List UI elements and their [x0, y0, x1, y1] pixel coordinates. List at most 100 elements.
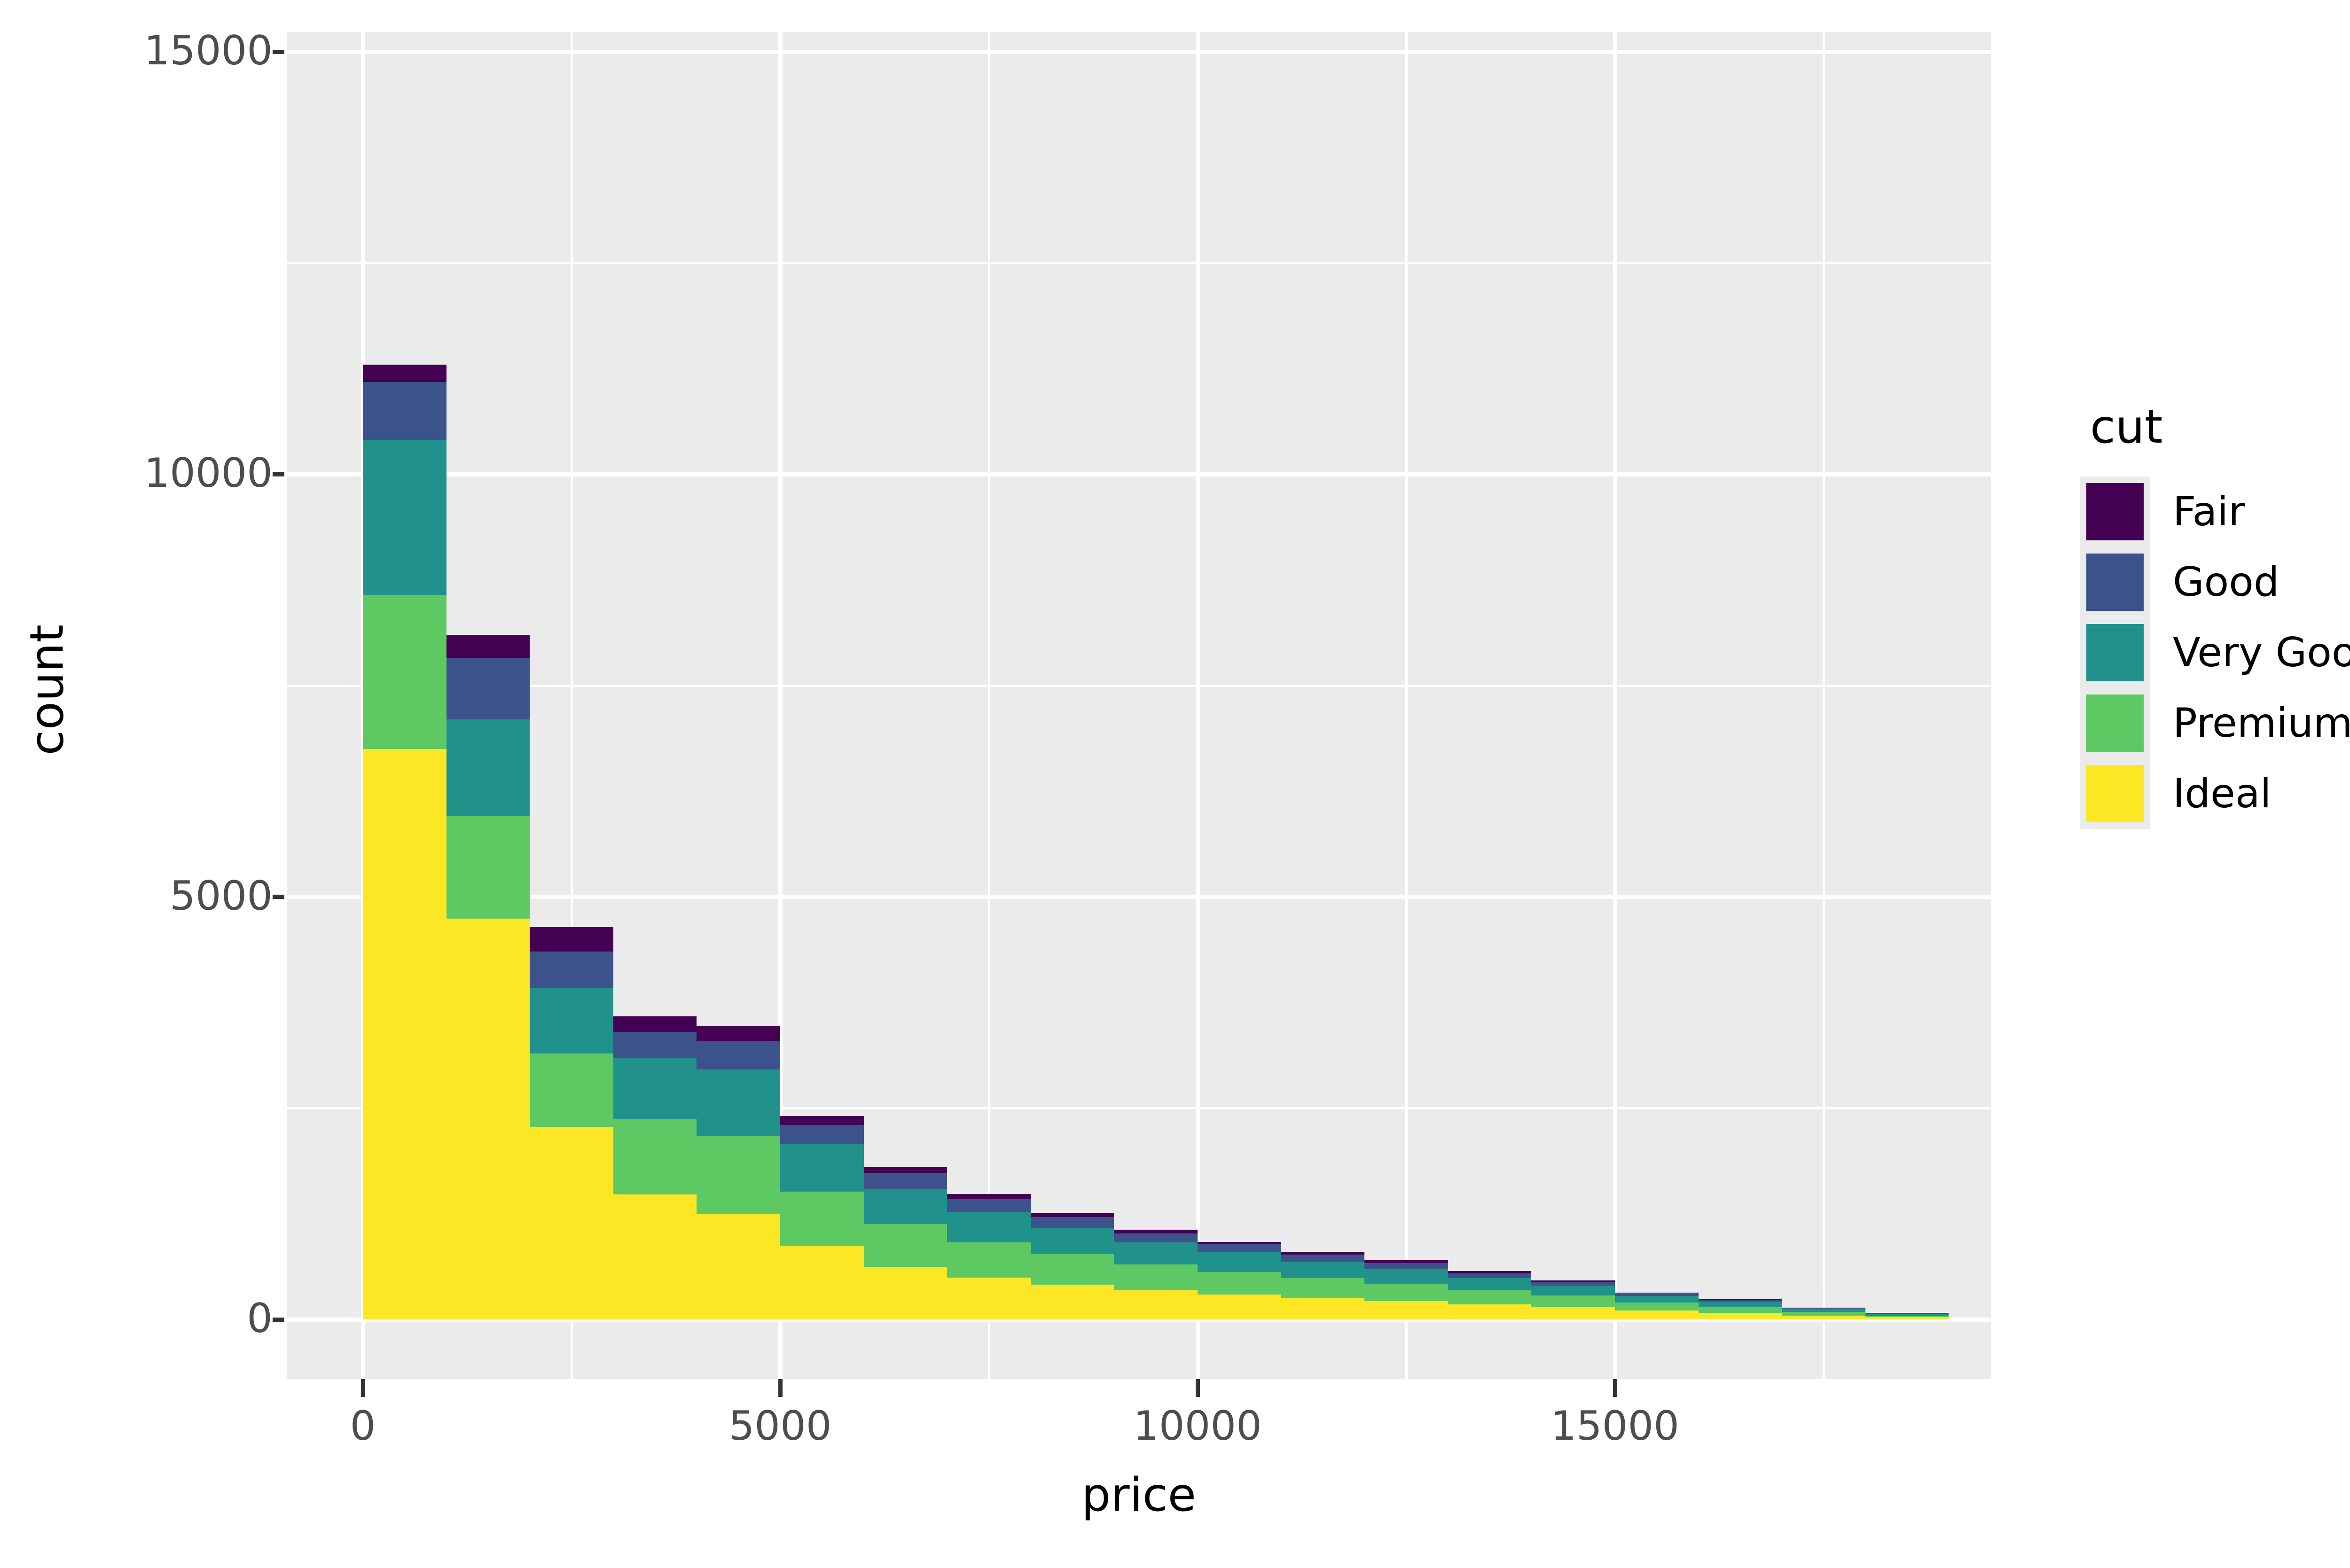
legend-key-background: [2080, 688, 2150, 758]
y-axis-tick-label: 0: [247, 1295, 273, 1342]
bar-segment: [530, 1127, 613, 1319]
y-axis-tick-mark: [273, 1317, 284, 1322]
legend-key-background: [2080, 476, 2150, 547]
bar-segment: [363, 382, 446, 440]
bar-segment: [863, 1188, 948, 1225]
bar-segment: [697, 1069, 780, 1137]
bar-segment: [1198, 1244, 1281, 1253]
bar-segment: [1030, 1213, 1114, 1217]
grid-line-major-vertical: [1195, 32, 1200, 1379]
bar-segment: [697, 1136, 780, 1214]
bar-segment: [697, 1214, 780, 1319]
bar-segment: [863, 1224, 948, 1267]
legend-item: Good: [2080, 547, 2350, 617]
legend-item-label: Good: [2173, 559, 2280, 606]
bar-segment: [446, 816, 530, 919]
grid-line-major-horizontal: [287, 1317, 1991, 1322]
bar-segment: [1114, 1264, 1198, 1290]
bar-segment: [1531, 1307, 1615, 1319]
bar-segment: [1448, 1290, 1532, 1304]
legend-color-swatch: [2086, 765, 2144, 822]
x-axis-title-label: price: [1081, 1468, 1196, 1522]
bar-segment: [613, 1058, 697, 1120]
legend-key-background: [2080, 758, 2150, 829]
grid-line-major-horizontal: [287, 895, 1991, 899]
bar-segment: [1698, 1312, 1782, 1319]
bar-segment: [780, 1116, 864, 1125]
bar-segment: [1698, 1300, 1782, 1302]
bar-segment: [613, 1031, 697, 1058]
bar-segment: [1698, 1299, 1782, 1300]
bar-segment: [1531, 1286, 1615, 1296]
legend-title: cut: [2090, 400, 2163, 454]
bar-segment: [1281, 1255, 1365, 1262]
bar-segment: [1615, 1302, 1699, 1311]
bar-segment: [363, 439, 446, 595]
bar-segment: [780, 1246, 864, 1319]
bar-segment: [1865, 1317, 1949, 1319]
bar-segment: [613, 1194, 697, 1319]
bar-segment: [1114, 1242, 1198, 1264]
bar-segment: [1782, 1315, 1865, 1319]
bar-segment: [1198, 1241, 1281, 1245]
x-axis-tick-label: 0: [350, 1403, 376, 1450]
bar-segment: [1281, 1298, 1365, 1319]
bar-segment: [1364, 1269, 1448, 1284]
bar-segment: [1698, 1302, 1782, 1307]
legend-item: Fair: [2080, 476, 2350, 547]
grid-line-major-horizontal: [287, 472, 1991, 476]
bar-segment: [530, 1053, 613, 1127]
legend-item: Very Good: [2080, 617, 2350, 688]
bar-segment: [863, 1266, 948, 1319]
grid-line-major-horizontal: [287, 49, 1991, 54]
bar-segment: [1281, 1261, 1365, 1279]
bar-segment: [613, 1016, 697, 1032]
grid-line-major-vertical: [1613, 32, 1617, 1379]
bar-segment: [363, 594, 446, 749]
x-axis-tick-mark: [1613, 1379, 1617, 1397]
bar-segment: [530, 952, 613, 989]
bar-segment: [697, 1040, 780, 1070]
y-axis-tick-label: 5000: [170, 872, 273, 920]
bar-segment: [863, 1173, 948, 1189]
bar-segment: [1281, 1252, 1365, 1255]
bar-segment: [1114, 1229, 1198, 1233]
bar-segment: [1615, 1295, 1699, 1303]
bar-segment: [1782, 1312, 1865, 1316]
bar-segment: [1448, 1278, 1532, 1290]
bar-segment: [1782, 1309, 1865, 1312]
grid-line-minor-vertical: [987, 32, 990, 1379]
bar-segment: [1782, 1308, 1865, 1310]
bar-segment: [1531, 1295, 1615, 1307]
bar-segment: [1448, 1271, 1532, 1273]
bar-segment: [1364, 1283, 1448, 1301]
bar-segment: [947, 1194, 1031, 1200]
legend-item-label: Ideal: [2173, 770, 2272, 817]
bar-segment: [1865, 1315, 1949, 1318]
y-axis-title-label: count: [20, 624, 74, 755]
x-axis-tick-label: 10000: [1133, 1403, 1262, 1450]
legend-item-label: Very Good: [2173, 629, 2350, 676]
grid-line-minor-horizontal: [287, 684, 1991, 687]
bar-segment: [613, 1119, 697, 1194]
legend-key-background: [2080, 547, 2150, 617]
y-axis-tick-mark: [273, 472, 284, 476]
bar-segment: [1198, 1252, 1281, 1272]
bar-segment: [363, 364, 446, 382]
x-axis-tick-label: 5000: [728, 1403, 832, 1450]
bar-segment: [1448, 1304, 1532, 1319]
bar-segment: [446, 918, 530, 1319]
bar-segment: [1615, 1311, 1699, 1319]
grid-line-minor-horizontal: [287, 1107, 1991, 1109]
legend-item: Ideal: [2080, 758, 2350, 829]
x-axis-tick-mark: [1195, 1379, 1200, 1397]
bar-segment: [697, 1025, 780, 1041]
bar-segment: [1865, 1313, 1949, 1314]
grid-line-minor-vertical: [1405, 32, 1408, 1379]
bar-segment: [1030, 1217, 1114, 1228]
bar-segment: [363, 749, 446, 1319]
legend-color-swatch: [2086, 624, 2144, 681]
bar-segment: [1615, 1293, 1699, 1296]
legend-color-swatch: [2086, 554, 2144, 611]
bar-segment: [1198, 1272, 1281, 1295]
